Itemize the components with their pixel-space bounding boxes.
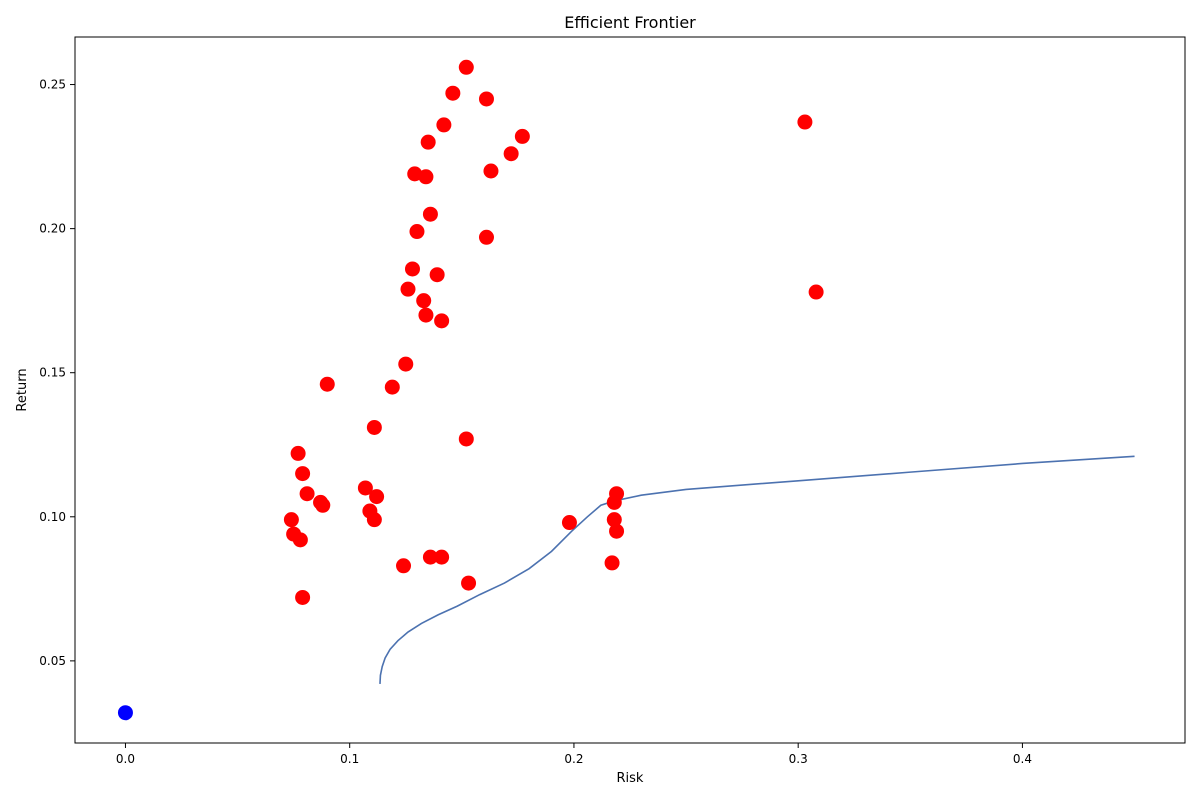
portfolio-point [797, 114, 813, 130]
portfolio-point [418, 169, 434, 185]
portfolio-point [407, 166, 423, 182]
y-tick-label: 0.05 [39, 654, 66, 668]
x-tick-label: 0.2 [564, 752, 583, 766]
x-tick-label: 0.1 [340, 752, 359, 766]
portfolio-point [404, 261, 420, 277]
y-axis-label: Return [15, 368, 30, 411]
plot-area [117, 59, 1135, 721]
x-tick-label: 0.3 [789, 752, 808, 766]
portfolio-point [299, 486, 315, 502]
portfolio-point [366, 512, 382, 528]
y-tick-label: 0.15 [39, 366, 66, 380]
plot-frame [74, 36, 1186, 744]
portfolio-point [808, 284, 824, 300]
portfolio-point [292, 532, 308, 548]
x-axis-label: Risk [617, 771, 644, 786]
x-tick-label: 0.4 [1013, 752, 1032, 766]
portfolio-point [315, 497, 331, 513]
portfolio-point [604, 555, 620, 571]
portfolio-point [319, 376, 335, 392]
frontier-line [379, 455, 1135, 684]
portfolio-point [458, 431, 474, 447]
portfolio-point [483, 163, 499, 179]
portfolio-point [436, 117, 452, 133]
portfolio-point [445, 85, 461, 101]
portfolio-point [400, 281, 416, 297]
portfolio-point [398, 356, 414, 372]
chart-title: Efficient Frontier [564, 13, 696, 32]
portfolio-point [434, 313, 450, 329]
portfolio-point [606, 512, 622, 528]
portfolio-point [434, 549, 450, 565]
portfolio-point [429, 267, 445, 283]
portfolio-point [561, 515, 577, 531]
portfolio-point [503, 146, 519, 162]
portfolio-point [458, 59, 474, 75]
portfolio-point [422, 206, 438, 222]
y-tick-label: 0.10 [39, 510, 66, 524]
portfolio-point [290, 445, 306, 461]
y-tick-label: 0.25 [39, 78, 66, 92]
y-axis: 0.05 0.10 0.15 0.20 0.25 [39, 78, 75, 668]
portfolio-point [357, 480, 373, 496]
x-tick-label: 0.0 [116, 752, 135, 766]
portfolio-point [420, 134, 436, 150]
portfolio-point [409, 224, 425, 240]
risk-free-point [117, 705, 133, 721]
y-tick-label: 0.20 [39, 222, 66, 236]
portfolio-point [396, 558, 412, 574]
portfolio-point [418, 307, 434, 323]
portfolio-point [369, 489, 385, 505]
portfolio-point [416, 293, 432, 309]
x-axis: 0.0 0.1 0.2 0.3 0.4 [116, 743, 1032, 766]
portfolio-point [295, 589, 311, 605]
portfolio-point [606, 494, 622, 510]
portfolio-point [514, 128, 530, 144]
portfolio-point [295, 466, 311, 482]
portfolio-point [283, 512, 299, 528]
portfolio-point [478, 229, 494, 245]
portfolio-point [609, 523, 625, 539]
portfolio-point [422, 549, 438, 565]
portfolio-point [384, 379, 400, 395]
portfolio-point [478, 91, 494, 107]
portfolio-point [366, 419, 382, 435]
portfolio-point [461, 575, 477, 591]
